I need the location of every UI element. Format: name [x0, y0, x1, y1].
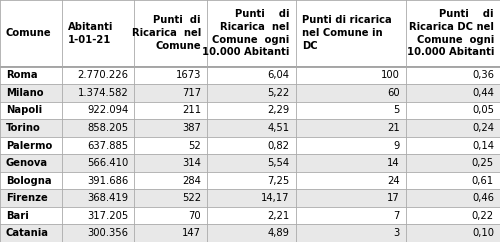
Text: Punti    di
Ricarica DC nel
Comune  ogni
10.000 Abitanti: Punti di Ricarica DC nel Comune ogni 10.… [406, 9, 494, 57]
Text: 21: 21 [387, 123, 400, 133]
Bar [0, 225, 500, 242]
Text: 4,51: 4,51 [268, 123, 289, 133]
Text: 522: 522 [182, 193, 201, 203]
Text: 2,29: 2,29 [268, 106, 289, 115]
Text: 317.205: 317.205 [87, 211, 128, 221]
Text: Napoli: Napoli [6, 106, 42, 115]
Text: 60: 60 [388, 88, 400, 98]
Text: 2.770.226: 2.770.226 [78, 70, 128, 80]
Text: 5,54: 5,54 [268, 158, 289, 168]
Text: 211: 211 [182, 106, 201, 115]
Text: 24: 24 [388, 176, 400, 186]
Text: 637.885: 637.885 [88, 141, 128, 151]
Text: 0,24: 0,24 [472, 123, 494, 133]
Text: 0,22: 0,22 [472, 211, 494, 221]
Bar [0, 189, 500, 207]
Text: 100: 100 [381, 70, 400, 80]
Bar [0, 207, 500, 225]
Text: 17: 17 [387, 193, 400, 203]
Text: 0,36: 0,36 [472, 70, 494, 80]
Text: 0,46: 0,46 [472, 193, 494, 203]
Text: 3: 3 [394, 228, 400, 238]
Text: 387: 387 [182, 123, 201, 133]
Bar [0, 67, 500, 84]
Bar [0, 172, 500, 189]
Text: 5: 5 [394, 106, 400, 115]
Text: 70: 70 [188, 211, 201, 221]
Bar [0, 84, 500, 102]
Text: Genova: Genova [6, 158, 48, 168]
Text: 52: 52 [188, 141, 201, 151]
Text: 5,22: 5,22 [268, 88, 289, 98]
Text: 7: 7 [394, 211, 400, 221]
Text: 0,05: 0,05 [472, 106, 494, 115]
Text: 717: 717 [182, 88, 201, 98]
Text: 368.419: 368.419 [88, 193, 128, 203]
Text: 1673: 1673 [176, 70, 201, 80]
Text: 566.410: 566.410 [87, 158, 128, 168]
Text: 7,25: 7,25 [268, 176, 289, 186]
Text: 284: 284 [182, 176, 201, 186]
Text: Firenze: Firenze [6, 193, 48, 203]
Text: 0,82: 0,82 [268, 141, 289, 151]
Text: 14,17: 14,17 [261, 193, 290, 203]
Text: 147: 147 [182, 228, 201, 238]
Bar [0, 0, 500, 67]
Text: Bari: Bari [6, 211, 29, 221]
Text: Palermo: Palermo [6, 141, 52, 151]
Text: 2,21: 2,21 [268, 211, 289, 221]
Text: 6,04: 6,04 [268, 70, 289, 80]
Text: 922.094: 922.094 [87, 106, 128, 115]
Bar [0, 102, 500, 119]
Text: 0,61: 0,61 [472, 176, 494, 186]
Bar [0, 119, 500, 137]
Text: 858.205: 858.205 [88, 123, 128, 133]
Bar [0, 154, 500, 172]
Text: Milano: Milano [6, 88, 44, 98]
Text: 14: 14 [388, 158, 400, 168]
Text: Bologna: Bologna [6, 176, 52, 186]
Text: 391.686: 391.686 [87, 176, 128, 186]
Text: Punti    di
Ricarica  nel
Comune  ogni
10.000 Abitanti: Punti di Ricarica nel Comune ogni 10.000… [202, 9, 290, 57]
Text: Roma: Roma [6, 70, 38, 80]
Text: 300.356: 300.356 [88, 228, 128, 238]
Bar [0, 137, 500, 154]
Text: Comune: Comune [6, 28, 52, 38]
Text: 4,89: 4,89 [268, 228, 289, 238]
Text: 1.374.582: 1.374.582 [78, 88, 128, 98]
Text: 0,14: 0,14 [472, 141, 494, 151]
Text: 0,10: 0,10 [472, 228, 494, 238]
Text: Punti  di
Ricarica  nel
Comune: Punti di Ricarica nel Comune [132, 15, 201, 51]
Text: 0,25: 0,25 [472, 158, 494, 168]
Text: Punti di ricarica
nel Comune in
DC: Punti di ricarica nel Comune in DC [302, 15, 392, 51]
Text: 0,44: 0,44 [472, 88, 494, 98]
Text: 9: 9 [394, 141, 400, 151]
Text: Abitanti
1-01-21: Abitanti 1-01-21 [68, 22, 113, 45]
Text: Torino: Torino [6, 123, 41, 133]
Text: Catania: Catania [6, 228, 49, 238]
Text: 314: 314 [182, 158, 201, 168]
